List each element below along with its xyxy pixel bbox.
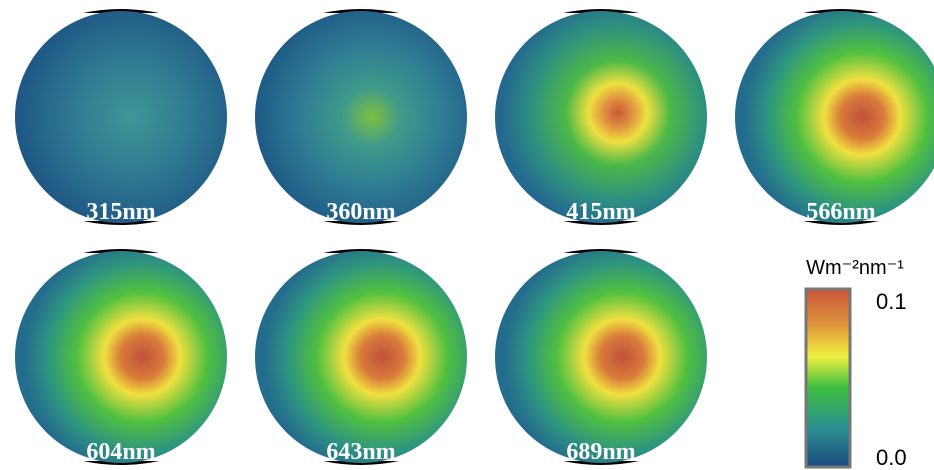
moon-image: [495, 251, 707, 463]
colorbar-unit: Wm⁻²nm⁻¹: [806, 257, 904, 279]
moon-image: [15, 11, 227, 223]
wavelength-label: 689nm: [566, 439, 635, 465]
wavelength-label: 360nm: [326, 199, 395, 225]
wavelength-label: 415nm: [566, 199, 635, 225]
figure: 315nm 360nm 415nm 566nm 604nm 643nm 689nm Wm⁻²…: [0, 0, 934, 470]
moon-image: [495, 11, 707, 223]
moon-image: [255, 251, 467, 463]
wavelength-label: 604nm: [86, 439, 155, 465]
moon-image: [735, 11, 934, 223]
wavelength-label: 643nm: [326, 439, 395, 465]
moon-image: [255, 11, 467, 223]
moon-image: [15, 251, 227, 463]
colorbar-tick: 0.0: [876, 445, 907, 470]
colorbar-scale: [806, 289, 850, 467]
wavelength-label: 315nm: [86, 199, 155, 225]
colorbar-tick: 0.1: [876, 289, 907, 314]
wavelength-label: 566nm: [806, 199, 875, 225]
colorbar: Wm⁻²nm⁻¹ 0.1 0.0: [806, 257, 907, 470]
moon-panels: 315nm 360nm 415nm 566nm 604nm 643nm 689nm: [15, 9, 934, 465]
